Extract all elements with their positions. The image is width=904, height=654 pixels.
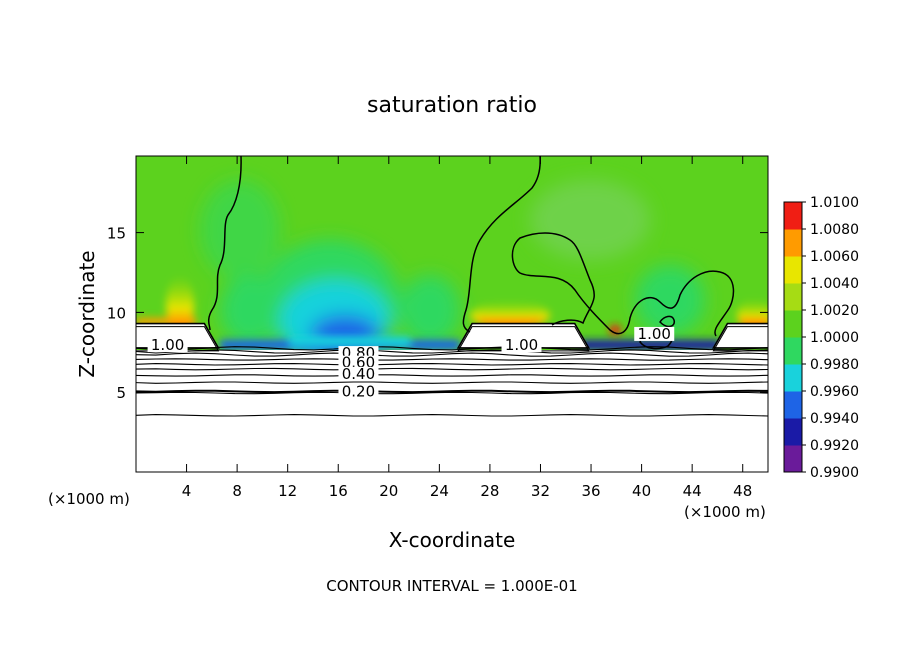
x-tick-label: 24 — [430, 482, 449, 500]
isoline — [136, 381, 768, 384]
contour-label: 1.00 — [151, 336, 184, 354]
x-tick-label: 44 — [683, 482, 702, 500]
colorbar-label: 1.0020 — [810, 303, 859, 319]
isoline — [136, 346, 768, 351]
field-lower-region — [136, 350, 768, 472]
colorbar-label: 0.9940 — [810, 411, 859, 427]
contour-label: 0.20 — [342, 382, 375, 400]
contour-label-bg — [634, 326, 675, 341]
y-tick-label: 5 — [116, 384, 126, 402]
x-tick-label: 48 — [733, 482, 752, 500]
contour-label-bg — [338, 366, 379, 381]
y-tick-label: 10 — [107, 304, 126, 322]
x-tick-label: 16 — [329, 482, 348, 500]
terrain-obstacle-outline — [457, 326, 590, 352]
x-tick-label: 8 — [232, 482, 242, 500]
plot-area: 1.00 1.000.800.600.400.201.00 — [136, 156, 768, 472]
colorbar-label: 1.0100 — [810, 195, 859, 211]
contour-plume-mid — [462, 156, 541, 333]
isoline — [136, 414, 768, 417]
colorbar-label: 1.0060 — [810, 249, 859, 265]
colorbar-swatch — [784, 310, 802, 338]
colorbar-swatch — [784, 418, 802, 446]
contour-plume-left — [207, 156, 242, 331]
contour-label-bg — [501, 338, 542, 353]
colorbar-label: 1.0000 — [810, 330, 859, 346]
isoline — [136, 349, 768, 354]
contour-label: 1.00 — [505, 336, 538, 354]
contour-label: 1.00 — [638, 325, 671, 343]
y-axis-label: Z-coordinate — [75, 250, 99, 377]
x-tick-label: 20 — [379, 482, 398, 500]
isoline — [136, 374, 768, 377]
colorbar-swatch — [784, 337, 802, 365]
colorbar-label: 1.0080 — [810, 222, 859, 238]
terrain-obstacles — [136, 322, 768, 352]
field-dark-strip — [220, 336, 720, 350]
contour-label-bg — [338, 384, 379, 399]
terrain-obstacle — [712, 322, 768, 349]
isoline — [136, 389, 768, 394]
x-axis: 4 8 12 16 20 24 28 32 36 40 44 48 — [182, 156, 752, 500]
colorbar-swatch — [784, 364, 802, 392]
isoline — [136, 367, 768, 371]
colorbar-label: 1.0040 — [810, 276, 859, 292]
x-unit-right: (×1000 m) — [684, 503, 766, 521]
y-axis: 5 10 15 — [107, 225, 768, 402]
isoline — [136, 352, 768, 357]
colorbar-swatch — [784, 445, 802, 473]
x-tick-label: 40 — [632, 482, 651, 500]
x-unit-left: (×1000 m) — [48, 490, 130, 508]
contour-interval-note: CONTOUR INTERVAL = 1.000E-01 — [326, 577, 577, 595]
x-axis-label: X-coordinate — [389, 528, 516, 552]
colorbar-label: 0.9980 — [810, 357, 859, 373]
isoline — [136, 358, 768, 361]
contour-labels: 1.00 1.000.800.600.400.201.00 — [147, 325, 675, 400]
colorbar-label: 0.9900 — [810, 465, 859, 481]
x-tick-label: 36 — [581, 482, 600, 500]
colorbar-label: 0.9960 — [810, 384, 859, 400]
x-tick-label: 4 — [182, 482, 192, 500]
colorbar-swatch — [784, 391, 802, 419]
colorbar-swatch — [784, 256, 802, 284]
contour-label: 0.40 — [342, 365, 375, 383]
colorbar-label: 0.9920 — [810, 438, 859, 454]
y-tick-label: 15 — [107, 225, 126, 243]
contour-small-loop-2 — [659, 315, 676, 328]
colorbar: 0.9900 0.9920 0.9940 0.9960 0.9980 1.0000 1.00… — [783, 195, 859, 481]
isoline — [136, 391, 768, 395]
contour-isolines — [136, 346, 768, 417]
x-tick-label: 12 — [278, 482, 297, 500]
isoline — [136, 363, 768, 366]
x-tick-label: 32 — [531, 482, 550, 500]
colorbar-swatch — [784, 229, 802, 257]
chart-title: saturation ratio — [367, 93, 537, 118]
colorbar-swatch — [784, 283, 802, 311]
colorbar-swatch — [784, 202, 802, 230]
contour-plume-right — [511, 232, 735, 337]
plot-frame — [135, 155, 769, 473]
contour-label-bg — [338, 355, 379, 370]
contour-label-bg — [147, 338, 188, 353]
x-tick-label: 28 — [480, 482, 499, 500]
